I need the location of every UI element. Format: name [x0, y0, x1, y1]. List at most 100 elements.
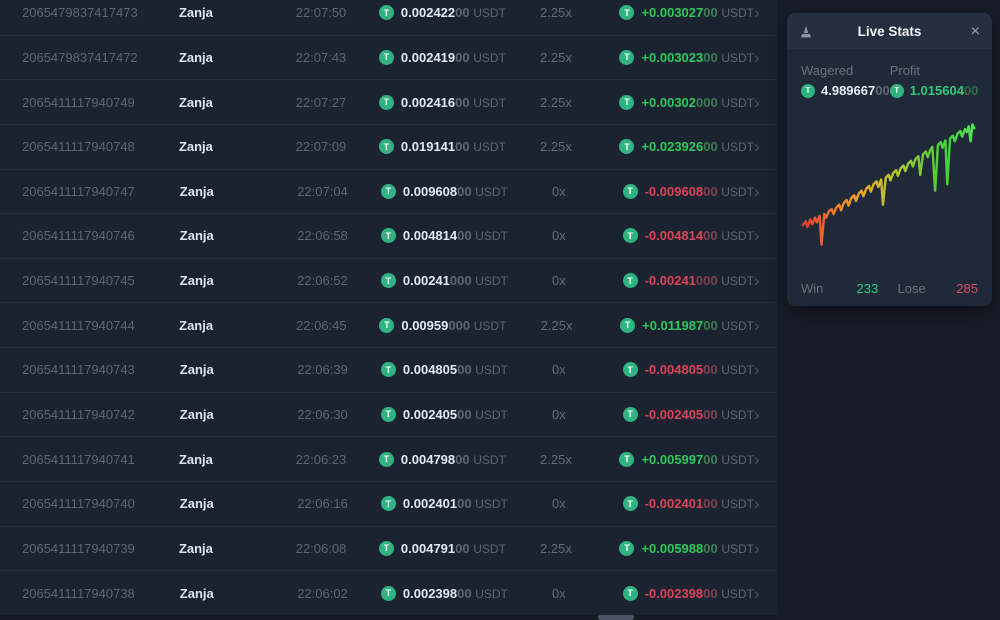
payout-value: +0.00302700 USDT — [641, 5, 755, 21]
bet-id: 2065411117940749 — [22, 94, 135, 110]
bet-amount: T 0.00241900 USDT — [378, 49, 523, 65]
bet-amount-value: 0.00240100 USDT — [402, 496, 508, 512]
bet-amount-value: 0.00242200 USDT — [400, 5, 506, 21]
usdt-coin-icon: T — [619, 540, 635, 556]
player-name[interactable]: Zanja — [178, 94, 213, 110]
chevron-right-icon[interactable]: › — [754, 47, 760, 67]
bet-amount-value: 0.01914100 USDT — [400, 139, 506, 155]
table-row[interactable]: 2065411117940745 Zanja 22:06:52 T 0.0024… — [0, 259, 777, 304]
table-row[interactable]: 2065411117940739 Zanja 22:06:08 T 0.0047… — [0, 527, 777, 572]
bet-amount: T 0.00479100 USDT — [378, 540, 523, 556]
bet-amount: T 0.00479800 USDT — [378, 451, 523, 467]
table-row[interactable]: 2065411117940744 Zanja 22:06:45 T 0.0095… — [0, 303, 777, 348]
bet-id: 2065411117940740 — [22, 496, 135, 512]
usdt-coin-icon: T — [378, 540, 394, 556]
table-row[interactable]: 2065411117940740 Zanja 22:06:16 T 0.0024… — [0, 482, 777, 527]
player-name[interactable]: Zanja — [179, 362, 214, 378]
player-name[interactable]: Zanja — [179, 183, 214, 199]
usdt-coin-icon: T — [379, 317, 395, 333]
table-row[interactable]: 2065479837417473 Zanja 22:07:50 T 0.0024… — [0, 0, 777, 36]
player-name[interactable]: Zanja — [178, 139, 213, 155]
table-row[interactable]: 2065411117940748 Zanja 22:07:09 T 0.0191… — [0, 125, 777, 170]
payout-value: -0.00480500 USDT — [644, 362, 754, 378]
live-stats-body: Wagered T 4.98966700 Profit T 1.01560400 — [787, 51, 992, 271]
bet-time: 22:07:09 — [295, 139, 347, 155]
bet-time: 22:06:52 — [297, 273, 348, 289]
bet-amount-value: 0.00481400 USDT — [402, 228, 508, 244]
table-row[interactable]: 2065411117940738 Zanja 22:06:02 T 0.0023… — [0, 571, 777, 616]
player-name[interactable]: Zanja — [179, 317, 214, 333]
player-name[interactable]: Zanja — [178, 540, 213, 556]
table-row[interactable]: 2065479837417472 Zanja 22:07:43 T 0.0024… — [0, 36, 777, 81]
bet-id: 2065411117940747 — [22, 183, 135, 199]
player-name[interactable]: Zanja — [179, 585, 214, 601]
chevron-right-icon[interactable]: › — [753, 360, 760, 380]
chevron-right-icon[interactable]: › — [753, 583, 760, 603]
horizontal-scrollbar-track[interactable] — [0, 615, 777, 620]
usdt-coin-icon: T — [622, 228, 638, 244]
payout-value: +0.00302000 USDT — [641, 94, 755, 110]
bet-amount: T 0.00480500 USDT — [380, 362, 525, 378]
win-label: Win — [801, 281, 824, 296]
usdt-coin-icon: T — [380, 362, 396, 378]
chevron-right-icon[interactable]: › — [754, 315, 760, 335]
chevron-right-icon[interactable]: › — [754, 92, 760, 112]
table-row[interactable]: 2065411117940749 Zanja 22:07:27 T 0.0024… — [0, 80, 777, 125]
payout-value: +0.00598800 USDT — [641, 540, 755, 556]
bet-history-table: 2065479837417473 Zanja 22:07:50 T 0.0024… — [0, 0, 777, 620]
bet-amount: T 0.00240100 USDT — [380, 496, 525, 512]
payout: T +0.00599700 USDT — [589, 451, 754, 467]
player-name[interactable]: Zanja — [178, 5, 213, 21]
player-name[interactable]: Zanja — [179, 496, 214, 512]
payout-value: -0.00481400 USDT — [644, 228, 754, 244]
chevron-right-icon[interactable]: › — [753, 181, 760, 201]
player-name[interactable]: Zanja — [179, 406, 214, 422]
payout: T -0.00960800 USDT — [593, 183, 754, 199]
bet-multiplier: 0x — [552, 273, 566, 289]
bet-multiplier: 0x — [552, 362, 566, 378]
bet-time: 22:07:27 — [295, 94, 347, 110]
bet-amount: T 0.00241600 USDT — [378, 94, 523, 110]
bet-id: 2065411117940744 — [22, 317, 135, 333]
usdt-coin-icon: T — [620, 317, 636, 333]
usdt-coin-icon: T — [380, 496, 396, 512]
payout-value: -0.00240500 USDT — [644, 406, 754, 422]
player-name[interactable]: Zanja — [179, 273, 214, 289]
usdt-coin-icon: T — [622, 585, 638, 601]
usdt-coin-icon: T — [378, 139, 394, 155]
chevron-right-icon[interactable]: › — [754, 449, 760, 469]
chevron-right-icon[interactable]: › — [753, 494, 760, 514]
payout: T -0.00239800 USDT — [593, 585, 754, 601]
payout: T -0.00480500 USDT — [593, 362, 754, 378]
chevron-right-icon[interactable]: › — [753, 271, 760, 291]
player-name[interactable]: Zanja — [178, 451, 213, 467]
horizontal-scrollbar-thumb[interactable] — [598, 615, 634, 620]
table-row[interactable]: 2065411117940741 Zanja 22:06:23 T 0.0047… — [0, 437, 777, 482]
bet-amount: T 0.00242200 USDT — [378, 5, 523, 21]
table-row[interactable]: 2065411117940743 Zanja 22:06:39 T 0.0048… — [0, 348, 777, 393]
wagered-value: T 4.98966700 — [801, 83, 890, 98]
close-icon[interactable]: × — [964, 23, 980, 40]
usdt-coin-icon: T — [622, 183, 638, 199]
table-row[interactable]: 2065411117940746 Zanja 22:06:58 T 0.0048… — [0, 214, 777, 259]
chevron-right-icon[interactable]: › — [754, 3, 760, 23]
bet-id: 2065411117940745 — [22, 273, 135, 289]
usdt-coin-icon: T — [622, 273, 638, 289]
table-row[interactable]: 2065411117940747 Zanja 22:07:04 T 0.0096… — [0, 170, 777, 215]
bet-time: 22:07:43 — [295, 49, 347, 65]
player-name[interactable]: Zanja — [179, 228, 214, 244]
bet-id: 2065411117940741 — [22, 451, 135, 467]
bet-amount: T 0.00960800 USDT — [380, 183, 525, 199]
bet-multiplier: 2.25x — [540, 5, 572, 21]
player-name[interactable]: Zanja — [178, 49, 213, 65]
bet-time: 22:06:08 — [295, 540, 347, 556]
live-stats-header[interactable]: Live Stats × — [787, 13, 992, 51]
usdt-coin-icon: T — [378, 451, 394, 467]
chevron-right-icon[interactable]: › — [753, 226, 760, 246]
chevron-right-icon[interactable]: › — [754, 538, 760, 558]
chevron-right-icon[interactable]: › — [753, 404, 760, 424]
bet-id: 2065411117940743 — [22, 362, 135, 378]
table-row[interactable]: 2065411117940742 Zanja 22:06:30 T 0.0024… — [0, 393, 777, 438]
chevron-right-icon[interactable]: › — [754, 137, 760, 157]
payout: T +0.00302300 USDT — [589, 49, 754, 65]
